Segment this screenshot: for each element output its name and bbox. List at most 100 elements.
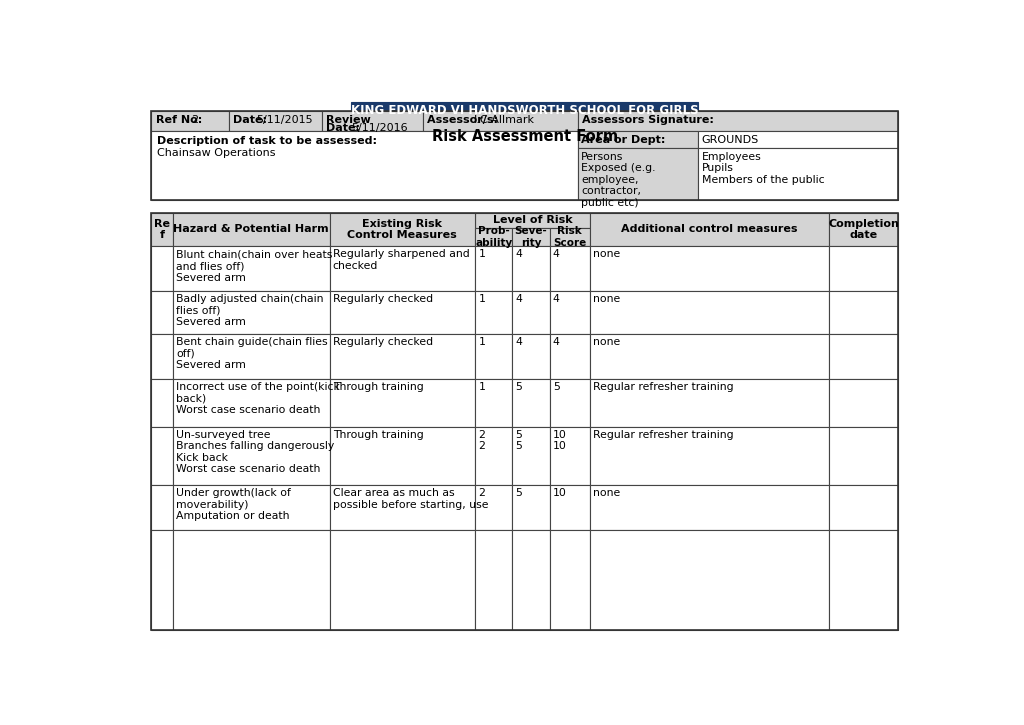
Text: Regular refresher training: Regular refresher training [593, 382, 733, 392]
Text: Regularly sharpened and
checked: Regularly sharpened and checked [333, 249, 469, 271]
Bar [828, 212, 898, 246]
Bar [351, 102, 698, 120]
Bar [322, 111, 423, 131]
Text: 5/11/2016: 5/11/2016 [351, 123, 408, 133]
Text: 5: 5 [515, 382, 522, 392]
Text: Risk Assessment Form: Risk Assessment Form [432, 129, 617, 144]
Bar [828, 379, 898, 426]
Text: Regular refresher training: Regular refresher training [593, 430, 733, 439]
Bar [578, 148, 697, 200]
Bar [330, 334, 475, 379]
Text: Area or Dept:: Area or Dept: [582, 135, 666, 145]
Text: none: none [593, 249, 621, 260]
Bar [590, 485, 828, 530]
Text: KING EDWARD VI HANDSWORTH SCHOOL FOR GIRLS: KING EDWARD VI HANDSWORTH SCHOOL FOR GIR… [351, 104, 698, 117]
Bar [578, 131, 697, 148]
Text: 5/11/2015: 5/11/2015 [257, 115, 313, 125]
Text: Bent chain guide(chain flies
off)
Severed arm: Bent chain guide(chain flies off) Severe… [176, 337, 328, 370]
Bar [550, 291, 590, 334]
Bar [173, 426, 330, 485]
Bar [512, 291, 550, 334]
Bar [173, 530, 330, 630]
Text: Date:: Date: [327, 123, 360, 133]
Bar [550, 334, 590, 379]
Bar [550, 530, 590, 630]
Bar [590, 379, 828, 426]
Bar [512, 228, 550, 247]
Text: Risk
Score: Risk Score [553, 226, 587, 248]
Text: 5: 5 [515, 488, 522, 498]
Bar [152, 485, 173, 530]
Text: none: none [593, 488, 621, 498]
Bar [475, 334, 512, 379]
Bar [173, 291, 330, 334]
Bar [590, 291, 828, 334]
Text: 1: 1 [478, 337, 485, 347]
Text: Under growth(lack of
moverability)
Amputation or death: Under growth(lack of moverability) Amput… [176, 488, 291, 521]
Text: 10
10: 10 10 [553, 430, 566, 451]
Text: 4: 4 [515, 337, 522, 347]
Bar [152, 291, 173, 334]
Text: 4: 4 [515, 249, 522, 260]
Text: 2: 2 [190, 115, 198, 125]
Text: Date:: Date: [233, 115, 271, 125]
Bar [590, 212, 828, 246]
Bar [330, 530, 475, 630]
Text: Seve-
rity: Seve- rity [515, 226, 548, 248]
Text: Incorrect use of the point(kick
back)
Worst case scenario death: Incorrect use of the point(kick back) Wo… [176, 382, 340, 415]
Bar [475, 247, 512, 291]
Text: 2
2: 2 2 [478, 430, 485, 451]
Bar [173, 247, 330, 291]
Text: Review: Review [327, 115, 371, 125]
Text: Existing Risk
Control Measures: Existing Risk Control Measures [347, 219, 458, 240]
Bar [173, 212, 330, 246]
Bar [550, 426, 590, 485]
Text: 5
5: 5 5 [515, 430, 522, 451]
Text: Additional control measures: Additional control measures [621, 225, 798, 234]
Text: none: none [593, 294, 621, 304]
Bar [828, 334, 898, 379]
Text: Persons
Exposed (e.g.
employee,
contractor,
public etc): Persons Exposed (e.g. employee, contract… [582, 152, 656, 208]
Text: Chainsaw Operations: Chainsaw Operations [158, 148, 275, 158]
Bar [475, 426, 512, 485]
Bar [512, 426, 550, 485]
Bar [578, 111, 898, 131]
Bar [512, 334, 550, 379]
Bar [475, 291, 512, 334]
Bar [330, 426, 475, 485]
Text: Re
f: Re f [154, 219, 170, 240]
Bar [228, 111, 322, 131]
Bar [423, 111, 578, 131]
Text: 4: 4 [553, 294, 559, 304]
Text: Description of task to be assessed:: Description of task to be assessed: [158, 136, 378, 146]
Text: Regularly checked: Regularly checked [333, 294, 433, 304]
Bar [828, 426, 898, 485]
Text: 5: 5 [553, 382, 559, 392]
Text: Level of Risk: Level of Risk [493, 215, 572, 225]
Text: Clear area as much as
possible before starting, use: Clear area as much as possible before st… [333, 488, 488, 510]
Text: Blunt chain(chain over heats
and flies off)
Severed arm: Blunt chain(chain over heats and flies o… [176, 249, 333, 283]
Text: Through training: Through training [333, 430, 423, 439]
Bar [330, 291, 475, 334]
Bar [828, 530, 898, 630]
Text: 2: 2 [478, 488, 485, 498]
Bar [152, 334, 173, 379]
Text: Employees
Pupils
Members of the public: Employees Pupils Members of the public [701, 152, 824, 185]
Bar [590, 334, 828, 379]
Bar [173, 379, 330, 426]
Bar [697, 148, 898, 200]
Text: Hazard & Potential Harm: Hazard & Potential Harm [173, 225, 329, 234]
Bar [152, 426, 173, 485]
Bar [152, 212, 898, 630]
Bar [475, 485, 512, 530]
Text: Completion
date: Completion date [828, 219, 899, 240]
Text: 1: 1 [478, 382, 485, 392]
Text: 1: 1 [478, 249, 485, 260]
Bar [475, 228, 512, 247]
Bar [828, 485, 898, 530]
Bar [512, 247, 550, 291]
Bar [550, 228, 590, 247]
Text: 1: 1 [478, 294, 485, 304]
Bar [590, 530, 828, 630]
Bar [828, 247, 898, 291]
